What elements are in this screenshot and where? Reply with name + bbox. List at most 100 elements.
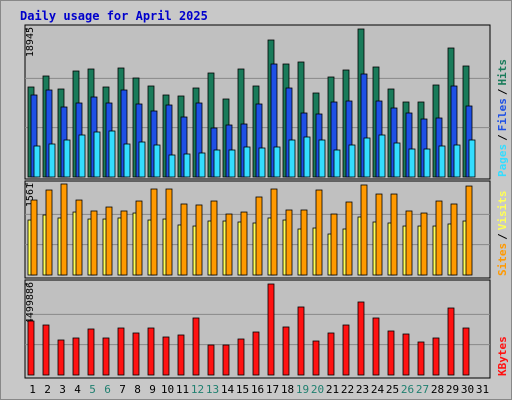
bar [360,184,368,276]
bar [60,183,68,276]
x-tick-label: 21 [326,383,339,396]
bar [27,320,35,376]
bar [468,139,476,178]
x-tick-label: 28 [431,383,444,396]
x-tick-label: 5 [89,383,96,396]
bar [450,203,458,276]
bar [435,200,443,276]
panel: 1561 Sites / Visits [24,180,509,279]
bar [165,188,173,276]
bar [420,212,428,276]
x-tick-label: 10 [161,383,174,396]
x-tick-label: 20 [311,383,324,396]
bar [228,149,236,178]
x-tick-label: 23 [356,383,369,396]
bar [63,139,71,178]
x-tick-label: 30 [461,383,474,396]
bar [117,327,125,376]
bar [147,327,155,376]
bar [195,204,203,276]
legend-entry: Files [496,98,509,131]
bar [132,332,140,376]
bar [153,144,161,178]
bar [138,141,146,178]
bar [33,145,41,178]
x-tick-label: 24 [371,383,385,396]
bar [318,139,326,178]
x-tick-label: 12 [191,383,204,396]
bar [252,331,260,376]
x-tick-label: 25 [386,383,399,396]
bar [327,332,335,376]
bar [282,326,290,376]
bar [447,307,455,376]
x-tick-label: 19 [296,383,309,396]
bar [297,306,305,376]
bar [30,199,38,276]
bar [465,185,473,276]
panels: 18945Pages/Files/Hits1561Sites/Visits449… [24,24,509,396]
bar [177,334,185,376]
bar [180,203,188,276]
chart-title: Daily usage for April 2025 [20,9,208,23]
bar [162,336,170,376]
bar [333,149,341,178]
bar [108,130,116,178]
bar [207,344,215,376]
bar [105,206,113,276]
x-tick-label: 18 [281,383,294,396]
bar [402,333,410,376]
bar [288,139,296,178]
bar [192,317,200,376]
bar [255,196,263,276]
x-tick-label: 27 [416,383,429,396]
legend: KBytes [496,336,509,376]
bar [342,324,350,376]
x-tick-label: 26 [401,383,414,396]
y-tick-label: 1561 [25,183,36,207]
bar [258,147,266,178]
legend-entry: Pages [496,144,509,177]
x-tick-label: 13 [206,383,219,396]
x-tick-label: 9 [149,383,156,396]
x-tick-label: 2 [44,383,51,396]
bar [102,337,110,376]
y-tick-label: 18945 [25,27,36,57]
bar [405,210,413,276]
bar [222,344,230,376]
x-tick-label: 14 [221,383,235,396]
bar [300,209,308,276]
bar [42,324,50,376]
bar [462,327,470,376]
bar [390,193,398,276]
bar [303,136,311,178]
bar [90,210,98,276]
bar [438,145,446,178]
bar [285,209,293,276]
legend-entry: Hits [496,59,509,86]
x-tick-label: 7 [119,383,126,396]
x-tick-label: 15 [236,383,249,396]
legend-entry: Visits [496,191,509,231]
x-tick-label: 22 [341,383,354,396]
bar [345,201,353,276]
bar [312,340,320,376]
panel: 18945 Pages / Files / Hits [24,24,509,180]
bar [270,188,278,276]
x-tick-label: 8 [134,383,141,396]
bar [123,143,131,178]
bar [267,283,275,376]
bar [72,337,80,376]
bar [330,213,338,276]
bar [225,213,233,276]
bar [87,328,95,376]
bar [240,211,248,276]
bar [387,330,395,376]
bar [315,189,323,276]
x-tick-label: 31 [476,383,489,396]
bar [243,146,251,178]
legend-separator: / [496,134,509,141]
bar [408,148,416,178]
